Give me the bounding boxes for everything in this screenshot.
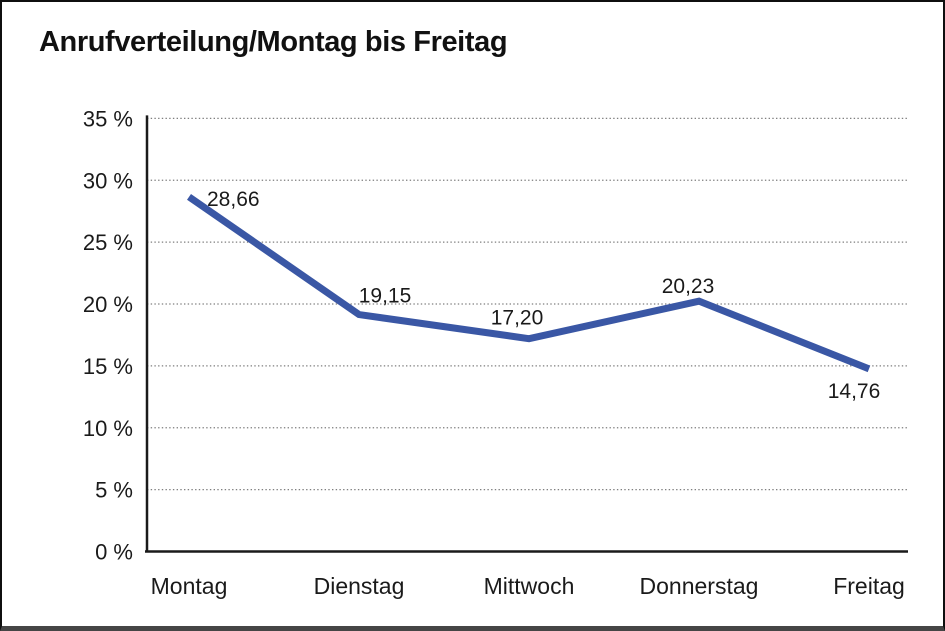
y-tick-label: 0 % bbox=[95, 540, 133, 565]
y-tick-label: 15 % bbox=[83, 354, 133, 379]
x-category-label: Donnerstag bbox=[640, 573, 759, 599]
y-tick-label: 10 % bbox=[83, 416, 133, 441]
x-category-label: Freitag bbox=[833, 573, 905, 599]
x-category-label: Montag bbox=[151, 573, 228, 599]
data-point-label: 17,20 bbox=[491, 307, 544, 330]
x-category-label: Dienstag bbox=[314, 573, 405, 599]
data-line bbox=[187, 193, 871, 373]
y-tick-label: 5 % bbox=[95, 478, 133, 503]
y-tick-label: 30 % bbox=[83, 168, 133, 193]
y-tick-label: 20 % bbox=[83, 292, 133, 317]
data-point-label: 28,66 bbox=[207, 188, 260, 211]
chart-title: Anrufverteilung/Montag bis Freitag bbox=[39, 26, 508, 58]
data-point-label: 14,76 bbox=[828, 380, 881, 403]
data-point-label: 20,23 bbox=[662, 275, 715, 298]
x-category-label: Mittwoch bbox=[484, 573, 575, 599]
y-tick-label: 35 % bbox=[83, 106, 133, 131]
y-tick-label: 25 % bbox=[83, 230, 133, 255]
data-point-label: 19,15 bbox=[359, 285, 412, 308]
